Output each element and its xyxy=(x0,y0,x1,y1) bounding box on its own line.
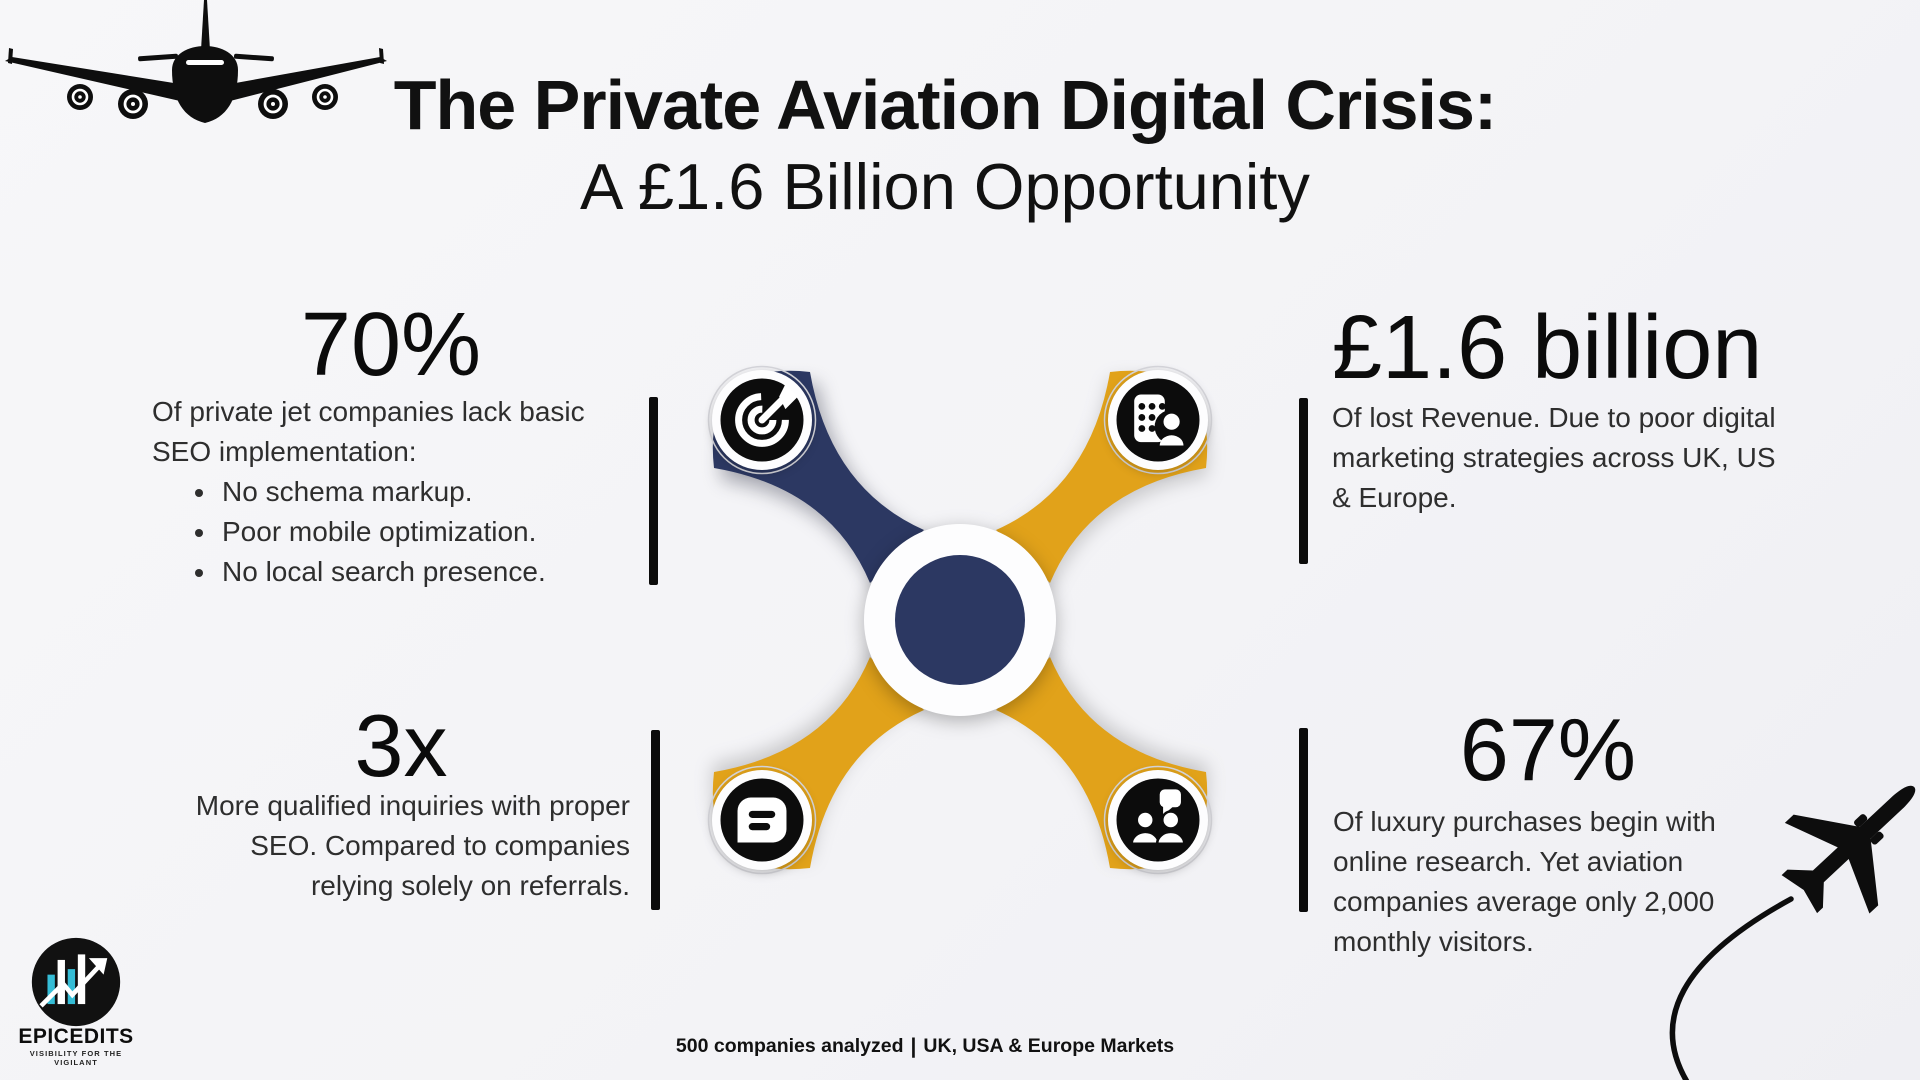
stat-value-lost-revenue: £1.6 billion xyxy=(1332,298,1763,398)
title-line-1: The Private Aviation Digital Crisis: xyxy=(393,66,1497,144)
bullet-item: No local search presence. xyxy=(218,552,632,592)
epicedits-logo-icon xyxy=(31,937,121,1027)
logo-tagline: VISIBILITY FOR THE VIGILANT xyxy=(29,1049,123,1067)
stat-desc-seo-gap: Of private jet companies lack basic SEO … xyxy=(152,392,632,592)
engines xyxy=(67,84,338,119)
chat-message-icon xyxy=(707,765,817,875)
divider-bottom-left xyxy=(651,730,660,910)
divider-top-left xyxy=(649,397,658,585)
footer-note: 500 companies analyzed | UK, USA & Europe … xyxy=(0,1035,1850,1059)
stat-desc-inquiries: More qualified inquiries with proper SEO… xyxy=(195,790,630,901)
hub-circle xyxy=(895,555,1025,685)
stat-value-online-research: 67% xyxy=(1459,700,1637,799)
page-title: The Private Aviation Digital Crisis: A £… xyxy=(0,70,1890,219)
logo-wordmark: EPICEDITS xyxy=(18,1025,134,1048)
divider-bottom-right xyxy=(1299,728,1308,912)
footer-right: UK, USA & Europe Markets xyxy=(923,1035,1175,1057)
stat-bullet-list: No schema markup. Poor mobile optimizati… xyxy=(152,472,632,592)
stat-value-inquiries: 3x xyxy=(354,696,448,795)
jet-takeoff-illustration xyxy=(1669,785,1916,1080)
bullet-item: Poor mobile optimization. xyxy=(218,512,632,552)
title-line-2: A £1.6 Billion Opportunity xyxy=(580,150,1310,223)
target-goal-icon xyxy=(707,365,817,475)
divider-top-right xyxy=(1299,398,1308,564)
contrail-swoosh xyxy=(1669,896,1794,1080)
stat-desc-lost-revenue: Of lost Revenue. Due to poor digital mar… xyxy=(1332,402,1776,513)
bullet-item: No schema markup. xyxy=(218,472,632,512)
airliner-front-illustration xyxy=(5,0,387,123)
stat-desc-text: Of private jet companies lack basic SEO … xyxy=(152,396,585,467)
footer-left: 500 companies analyzed xyxy=(675,1035,904,1057)
footer-separator: | xyxy=(910,1035,917,1058)
stat-value-seo-gap: 70% xyxy=(300,295,482,395)
team-discussion-icon xyxy=(1103,765,1213,875)
company-contact-icon xyxy=(1103,365,1213,475)
cockpit-windshield xyxy=(186,60,224,65)
stat-desc-online-research: Of luxury purchases begin with online re… xyxy=(1333,806,1716,957)
